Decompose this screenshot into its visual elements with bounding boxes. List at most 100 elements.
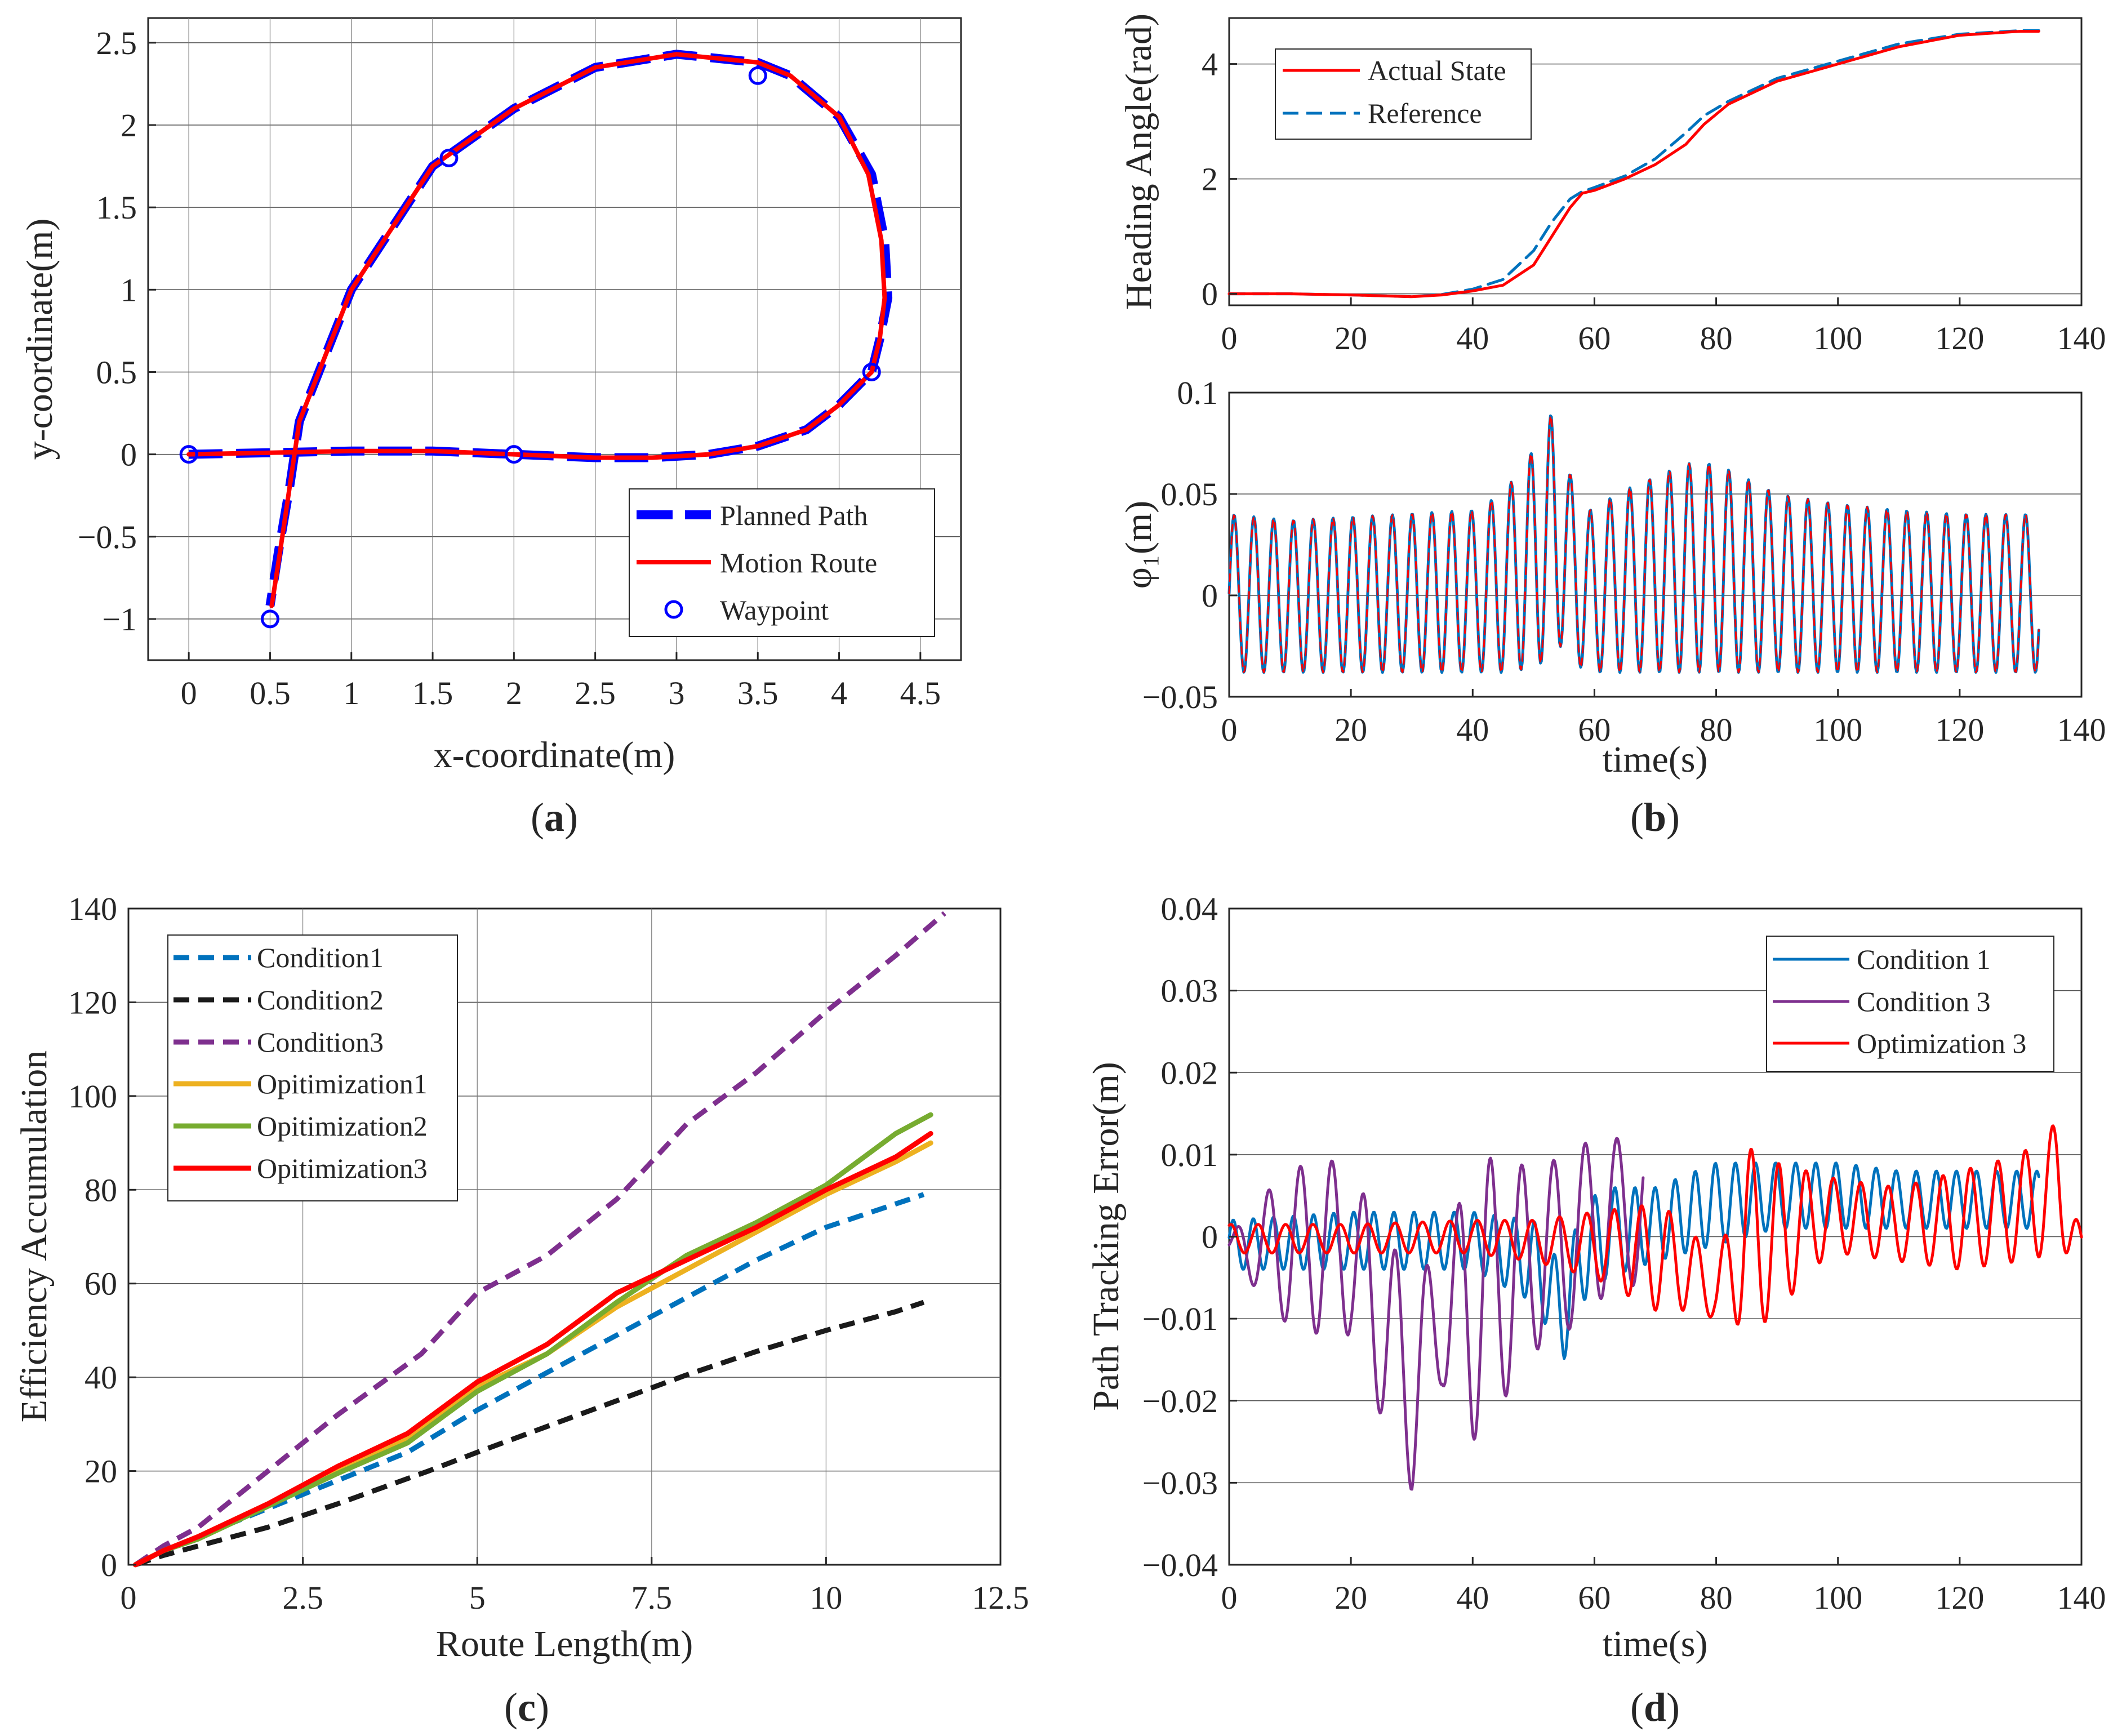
panel-b-bottom-ylabel: φ₁(m)	[1118, 501, 1159, 589]
pd-ytick-label-3: −0.01	[1142, 1301, 1218, 1337]
pd-xtick-label-2: 40	[1456, 1579, 1489, 1616]
pc-ytick-label-7: 140	[68, 891, 117, 927]
panel-b-label: (b)	[1630, 795, 1680, 840]
panel-c-xlabel: Route Length(m)	[436, 1623, 693, 1664]
pd-xtick-label-7: 140	[2057, 1579, 2106, 1616]
pd-xtick-label-1: 20	[1334, 1579, 1367, 1616]
pd-ytick-label-5: 0.01	[1161, 1137, 1218, 1173]
pa-xtick-label-9: 4.5	[900, 675, 941, 711]
pa-xtick-label-6: 3	[668, 675, 684, 711]
pd-ytick-label-8: 0.04	[1161, 891, 1218, 927]
pb1-ytick-label-0: 0	[1202, 276, 1218, 313]
pd-ytick-label-4: 0	[1202, 1219, 1218, 1256]
panel-d-legend-2: Optimization 3	[1857, 1027, 2026, 1059]
pb1-xtick-label-7: 140	[2057, 320, 2106, 357]
pb1-xtick-label-4: 80	[1700, 320, 1733, 357]
pa-ytick-label-3: 0.5	[96, 354, 137, 390]
panel-b-legend: Actual State Reference	[1275, 48, 1532, 140]
pb2-xtick-label-5: 100	[1813, 711, 1862, 748]
pb1-xtick-label-5: 100	[1813, 320, 1862, 357]
pc-ytick-label-6: 120	[68, 984, 117, 1021]
panel-a-waypoint-3	[748, 66, 767, 85]
pb2-xtick-label-3: 60	[1578, 711, 1611, 748]
panel-d-ylabel: Path Tracking Error(m)	[1086, 1062, 1127, 1411]
panel-c-legend: Condition1 Condition2 Condition3 Opitimi…	[167, 934, 458, 1201]
pa-xtick-label-5: 2.5	[575, 675, 616, 711]
panel-c-series-2	[134, 911, 946, 1567]
panel-d-legend-0: Condition 1	[1857, 943, 1991, 975]
pc-ytick-label-4: 80	[84, 1172, 117, 1208]
pb2-xtick-label-4: 80	[1700, 711, 1733, 748]
panel-d-letter: d	[1644, 1685, 1666, 1730]
pa-ytick-label-4: 1	[121, 271, 137, 308]
panel-c-legend-1: Condition2	[257, 984, 384, 1016]
panel-b-actual-line	[1227, 30, 2040, 299]
panel-a-waypoint-1	[504, 445, 523, 464]
panel-a-legend-waypoint: Waypoint	[720, 594, 829, 626]
pd-xtick-label-5: 100	[1813, 1579, 1862, 1616]
pb1-ytick-label-2: 4	[1202, 46, 1218, 83]
pb2-xtick-label-6: 120	[1935, 711, 1984, 748]
panel-d-label: (d)	[1630, 1685, 1680, 1730]
panel-a-legend: Planned Path Motion Route Waypoint	[629, 488, 935, 637]
panel-a-waypoint-4	[439, 148, 459, 167]
pa-ytick-label-7: 2.5	[96, 25, 137, 61]
pb2-xtick-label-2: 40	[1456, 711, 1489, 748]
pc-ytick-label-1: 20	[84, 1453, 117, 1490]
panel-b-top-ylabel: Heading Angle(rad)	[1118, 14, 1159, 310]
panel-c-legend-box	[167, 934, 458, 1201]
pc-xtick-label-5: 12.5	[972, 1579, 1029, 1616]
panel-d: −0.04 −0.03 −0.02 −0.01 0 0.01 0.02 0.03 0.04 0 20…	[1086, 891, 2106, 1730]
panel-b-bottom-axes-box	[1228, 391, 2083, 698]
panel-c: 0 20 40 60 80 100 120 140 0 2.5 5 7.5 10 12.5 Route L…	[14, 891, 1029, 1730]
pb1-xtick-label-3: 60	[1578, 320, 1611, 357]
panel-c-legend-5: Opitimization3	[257, 1152, 428, 1184]
pd-ytick-label-6: 0.02	[1161, 1054, 1218, 1091]
pb2-xtick-label-7: 140	[2057, 711, 2106, 748]
pb2-ytick-label-2: 0.05	[1161, 476, 1218, 513]
pa-xtick-label-7: 3.5	[737, 675, 779, 711]
panel-d-series-0	[1227, 1161, 2040, 1360]
pa-xtick-label-2: 1	[343, 675, 359, 711]
panel-c-letter: c	[518, 1685, 536, 1730]
pd-xtick-label-3: 60	[1578, 1579, 1611, 1616]
panel-c-ylabel: Efficiency Accumulation	[14, 1050, 55, 1422]
pa-ytick-label-6: 2	[121, 107, 137, 144]
panel-a-label: (a)	[531, 795, 578, 840]
pc-xtick-label-2: 5	[469, 1579, 486, 1616]
panel-c-axes-box	[127, 907, 1002, 1566]
pc-ytick-label-2: 40	[84, 1359, 117, 1396]
panel-c-series-5	[132, 1130, 933, 1568]
pb1-xtick-label-2: 40	[1456, 320, 1489, 357]
panel-a-waypoint-2	[862, 362, 881, 381]
panel-b-legend-reference: Reference	[1368, 97, 1482, 129]
panel-c-legend-0: Condition1	[257, 942, 384, 973]
panel-a: −1 −0.5 0 0.5 1 1.5 2 2.5 0 0.5 1 1.5 2 2.5 3 3.5 4 4.5 x…	[19, 17, 962, 840]
pb2-ytick-label-0: −0.05	[1142, 679, 1218, 715]
panel-b-legend-box	[1275, 48, 1532, 140]
panel-a-xlabel: x-coordinate(m)	[434, 735, 675, 776]
panel-d-series-1	[1227, 1137, 1645, 1491]
pc-xtick-label-0: 0	[121, 1579, 137, 1616]
panel-a-legend-swatch-waypoint	[664, 600, 683, 619]
pb1-xtick-label-0: 0	[1221, 320, 1238, 357]
panel-c-series-1	[134, 1299, 925, 1568]
pc-ytick-label-3: 60	[84, 1266, 117, 1302]
panel-b-top-axes-box	[1228, 17, 2083, 306]
pd-ytick-label-2: −0.02	[1142, 1383, 1218, 1419]
panel-d-series-2	[1227, 1124, 2083, 1326]
pb1-ytick-label-1: 2	[1202, 161, 1218, 198]
panel-a-waypoint-5	[260, 609, 279, 629]
pb2-xtick-label-0: 0	[1221, 711, 1238, 748]
pa-ytick-label-5: 1.5	[96, 189, 137, 226]
pa-xtick-label-0: 0	[181, 675, 197, 711]
pb1-xtick-label-6: 120	[1935, 320, 1984, 357]
pa-xtick-label-8: 4	[831, 675, 847, 711]
panel-a-motion-route	[186, 52, 887, 608]
panel-a-legend-motion: Motion Route	[720, 547, 877, 578]
pa-xtick-label-3: 1.5	[412, 675, 453, 711]
panel-d-legend: Condition 1 Condition 3 Optimization 3	[1766, 936, 2054, 1072]
